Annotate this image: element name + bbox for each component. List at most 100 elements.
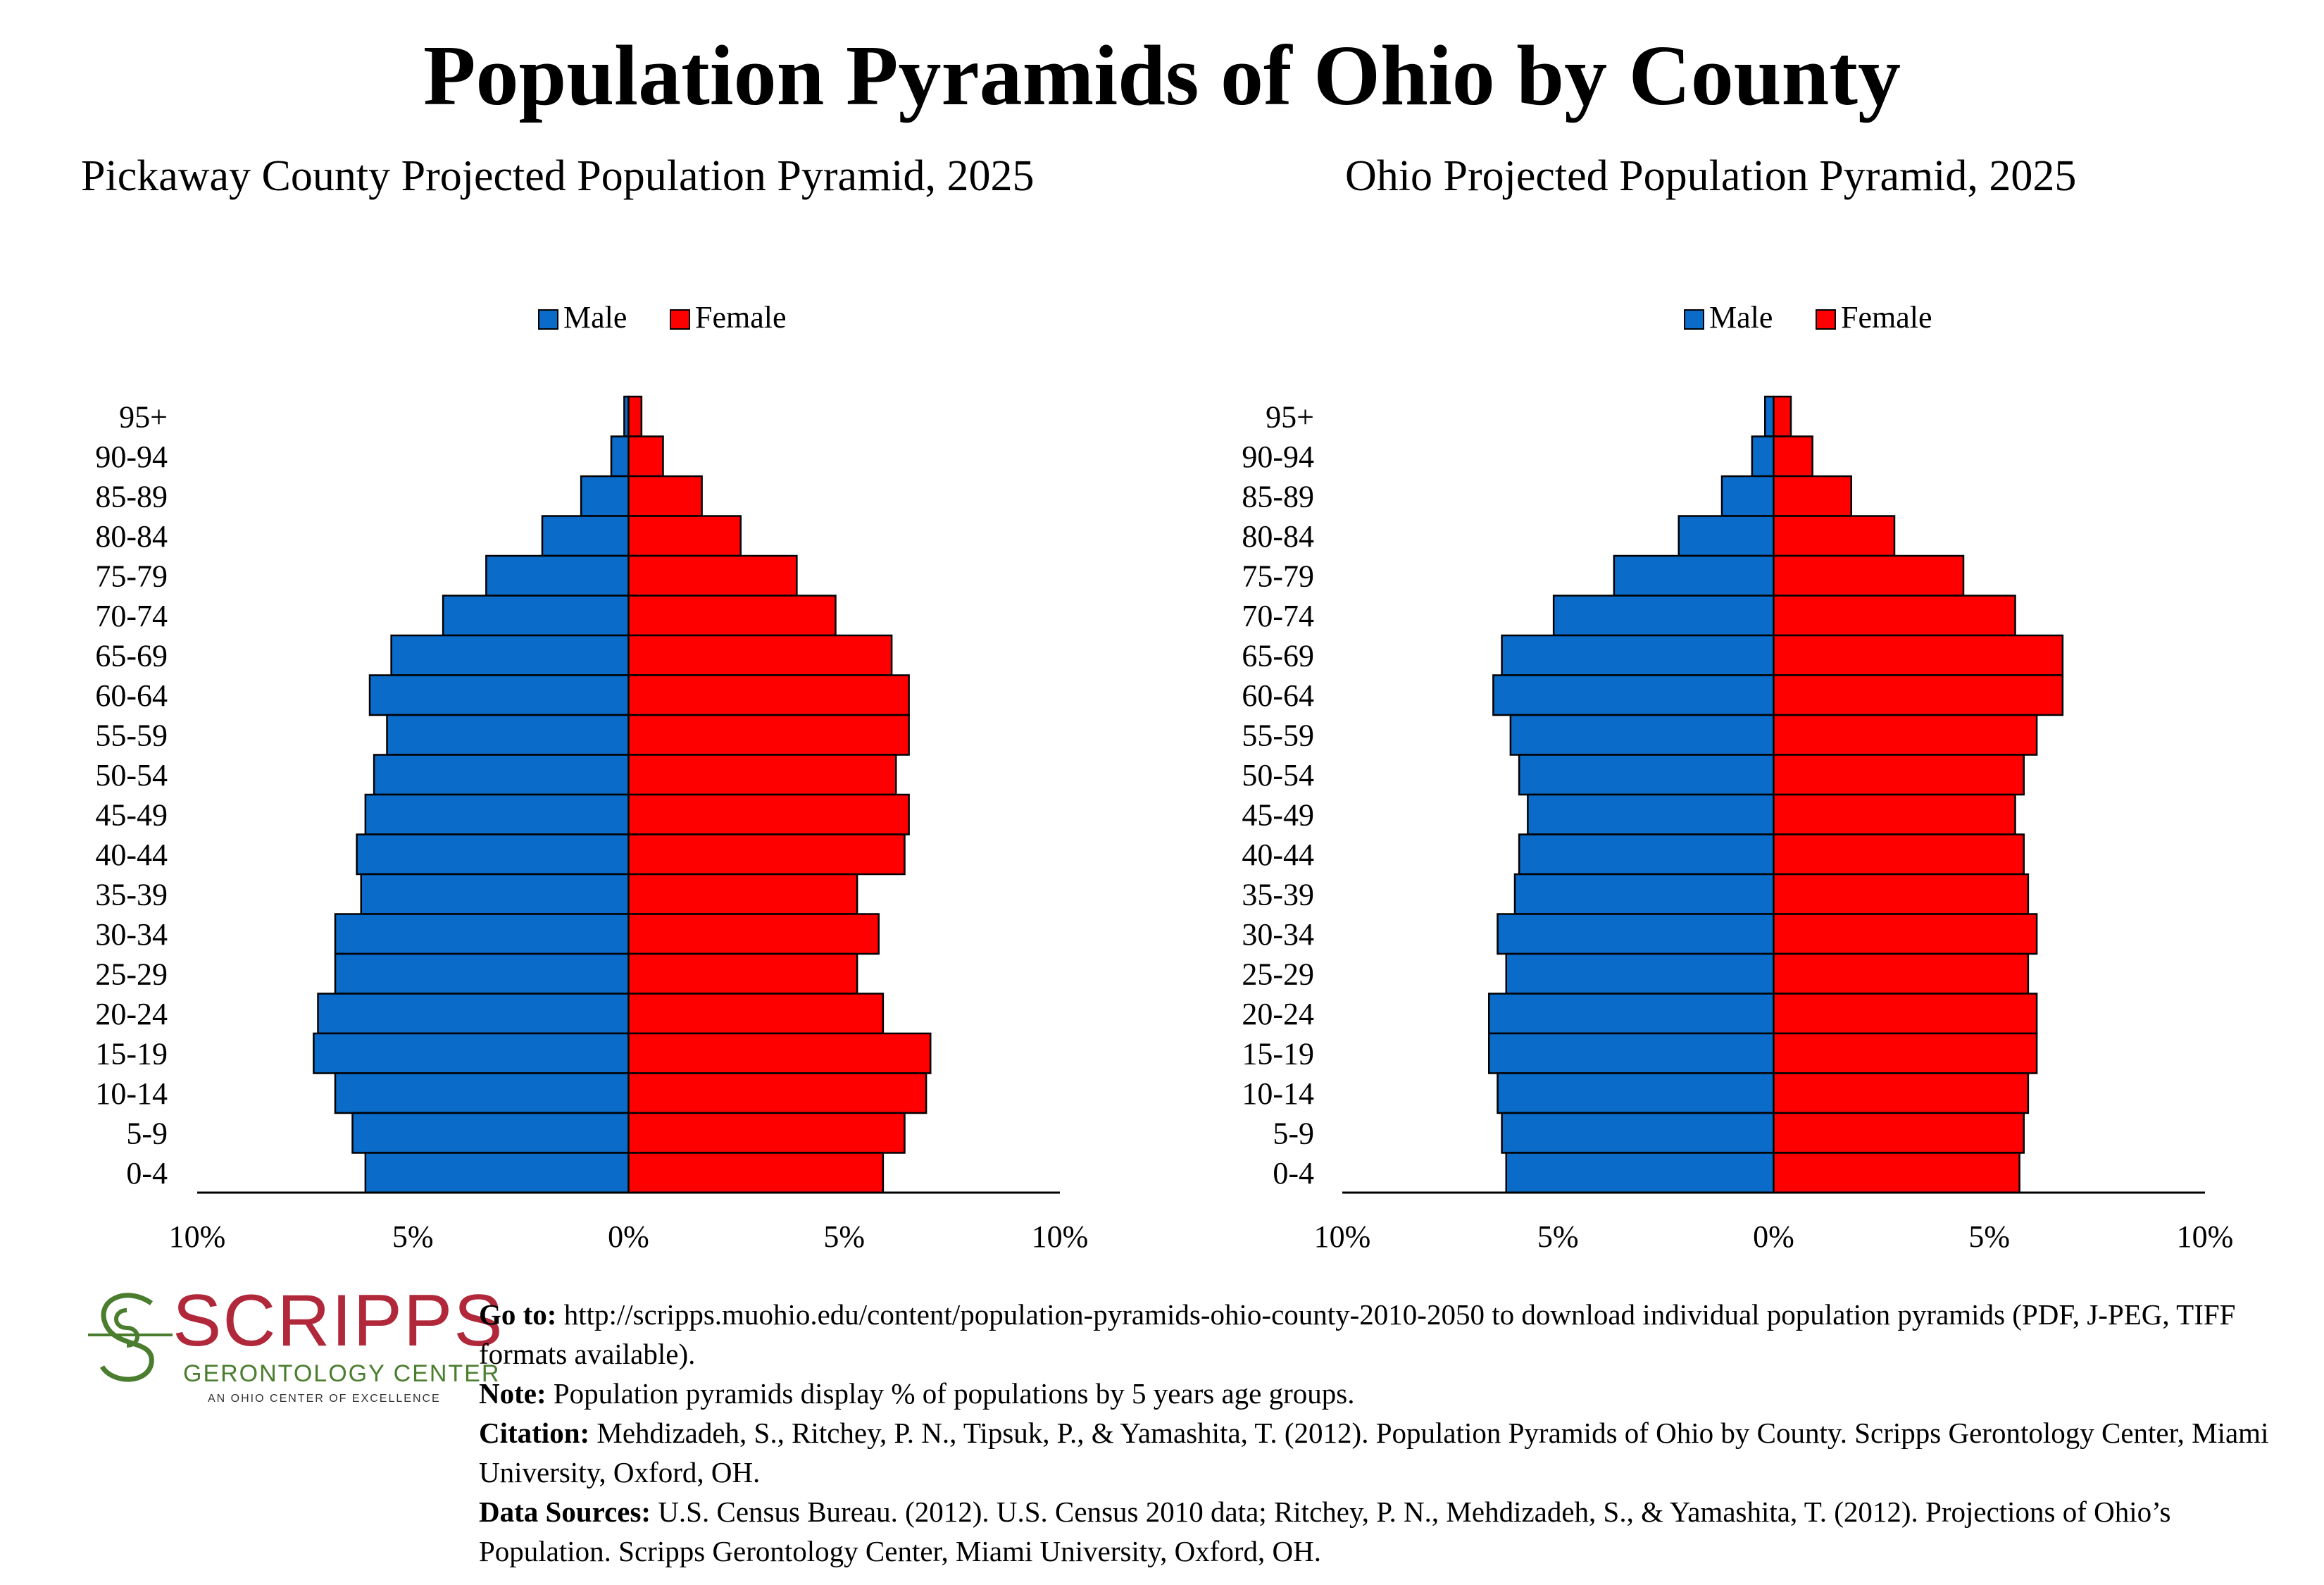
bar-female-90-94: [627, 435, 664, 478]
bar-male-10-14: [334, 1072, 630, 1114]
age-label-95+: 95+: [119, 399, 168, 434]
legend-male-label: Male: [563, 300, 627, 335]
bar-male-40-44: [356, 833, 630, 876]
bar-female-95+: [1773, 395, 1792, 437]
bar-male-30-34: [1497, 913, 1775, 955]
bar-female-15-19: [1773, 1032, 2038, 1074]
citation-text: Mehdizadeh, S., Ritchey, P. N., Tipsuk, …: [479, 1417, 2269, 1488]
bar-female-70-74: [627, 595, 837, 637]
population-pyramid-charts: 95+ 90-94 85-89 80-84 75-79 70-74 65-69 60-64 55…: [95, 300, 2234, 1254]
age-label-75-79: 75-79: [95, 559, 168, 593]
age-label-30-34: 30-34: [95, 917, 168, 952]
bar-female-35-39: [1773, 873, 2030, 915]
bar-female-65-69: [627, 634, 893, 676]
age-label-85-89: 85-89: [1242, 479, 1314, 514]
bar-female-50-54: [1773, 754, 2025, 796]
legend-female-label: Female: [1841, 300, 1932, 335]
sources-label: Data Sources:: [479, 1496, 651, 1528]
bar-male-35-39: [1513, 873, 1775, 915]
age-label-20-24: 20-24: [1242, 997, 1314, 1031]
note-label: Note:: [479, 1377, 546, 1410]
bar-female-20-24: [627, 993, 885, 1035]
age-label-10-14: 10-14: [95, 1076, 168, 1111]
bar-female-30-34: [627, 913, 880, 955]
bar-male-55-59: [386, 714, 630, 756]
legend-female-swatch: [670, 309, 690, 330]
x-tick-label: 5%: [823, 1219, 865, 1254]
bar-female-95+: [627, 395, 643, 437]
sources-text: U.S. Census Bureau. (2012). U.S. Census …: [479, 1496, 2171, 1567]
age-label-70-74: 70-74: [1242, 599, 1314, 633]
legend-male-swatch: [1684, 309, 1704, 330]
bar-male-5-9: [1501, 1112, 1775, 1154]
age-label-55-59: 55-59: [95, 718, 168, 752]
page-title: Population Pyramids of Ohio by County: [423, 28, 1901, 123]
bar-male-80-84: [1678, 515, 1775, 557]
age-label-35-39: 35-39: [1242, 877, 1314, 912]
bar-female-40-44: [1773, 833, 2025, 876]
age-label-80-84: 80-84: [95, 519, 168, 554]
bar-male-95+: [1764, 395, 1775, 437]
bar-male-45-49: [364, 793, 630, 835]
bar-female-10-14: [627, 1072, 927, 1114]
age-label-70-74: 70-74: [95, 599, 168, 633]
bar-female-45-49: [627, 793, 910, 835]
age-label-50-54: 50-54: [1242, 758, 1314, 792]
age-label-55-59: 55-59: [1242, 718, 1314, 752]
note-line: Note: Population pyramids display % of p…: [479, 1374, 2310, 1413]
goto-note: Go to: http://scripps.muohio.edu/content…: [479, 1295, 2310, 1374]
bar-male-0-4: [1505, 1152, 1775, 1194]
age-label-0-4: 0-4: [1273, 1156, 1314, 1191]
bar-female-20-24: [1773, 993, 2038, 1035]
age-label-80-84: 80-84: [1242, 519, 1314, 554]
bar-female-50-54: [627, 754, 897, 796]
legend-male-label: Male: [1709, 300, 1773, 335]
bar-female-85-89: [627, 475, 703, 517]
bar-male-5-9: [351, 1112, 630, 1154]
chart-title-left: Pickaway County Projected Population Pyr…: [81, 152, 1035, 200]
x-tick-label: 0%: [608, 1219, 649, 1254]
goto-label: Go to:: [479, 1298, 557, 1331]
age-label-45-49: 45-49: [95, 797, 168, 832]
bar-female-0-4: [1773, 1152, 2020, 1194]
bar-male-75-79: [1613, 554, 1775, 597]
bar-female-85-89: [1773, 475, 1852, 517]
citation-note: Citation: Mehdizadeh, S., Ritchey, P. N.…: [479, 1413, 2310, 1492]
bar-female-90-94: [1773, 435, 1813, 478]
bar-male-50-54: [373, 754, 630, 796]
bar-male-65-69: [390, 634, 630, 676]
bar-male-25-29: [1505, 952, 1775, 995]
bar-female-25-29: [627, 952, 858, 995]
bar-male-15-19: [1488, 1032, 1775, 1074]
sources-note: Data Sources: U.S. Census Bureau. (2012)…: [479, 1492, 2310, 1571]
bar-female-5-9: [1773, 1112, 2025, 1154]
chart-title-right: Ohio Projected Population Pyramid, 2025: [1345, 152, 2077, 200]
x-tick-label: 0%: [1753, 1219, 1794, 1254]
bar-female-30-34: [1773, 913, 2038, 955]
age-label-20-24: 20-24: [95, 997, 168, 1031]
bar-male-70-74: [1552, 595, 1775, 637]
legend-male-swatch: [538, 309, 558, 330]
bar-male-20-24: [1488, 993, 1775, 1035]
x-tick-label: 10%: [2177, 1219, 2234, 1254]
age-label-90-94: 90-94: [95, 440, 168, 474]
bar-male-90-94: [1751, 435, 1775, 478]
logo-name: SCRIPPS: [173, 1280, 504, 1362]
bar-male-85-89: [580, 475, 630, 517]
scripps-swirl-icon: [88, 1293, 173, 1382]
bar-male-25-29: [334, 952, 630, 995]
bar-male-10-14: [1497, 1072, 1775, 1114]
bar-male-45-49: [1527, 793, 1775, 835]
age-label-0-4: 0-4: [126, 1156, 168, 1191]
bar-female-55-59: [627, 714, 910, 756]
age-label-25-29: 25-29: [95, 957, 168, 991]
bar-female-60-64: [1773, 674, 2064, 716]
bar-male-35-39: [360, 873, 630, 915]
bar-female-55-59: [1773, 714, 2038, 756]
bar-male-50-54: [1518, 754, 1775, 796]
bar-female-10-14: [1773, 1072, 2030, 1114]
legend-female-swatch: [1816, 309, 1836, 330]
bar-female-80-84: [627, 515, 742, 557]
legend-female-label: Female: [695, 300, 787, 335]
age-label-85-89: 85-89: [95, 479, 168, 514]
